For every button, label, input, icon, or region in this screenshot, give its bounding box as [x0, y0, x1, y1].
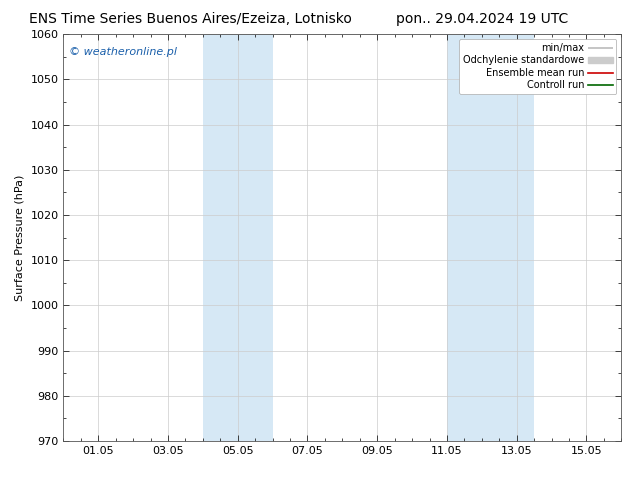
- Text: ENS Time Series Buenos Aires/Ezeiza, Lotnisko: ENS Time Series Buenos Aires/Ezeiza, Lot…: [29, 12, 352, 26]
- Bar: [203, 34, 273, 441]
- Text: © weatheronline.pl: © weatheronline.pl: [69, 47, 177, 56]
- Y-axis label: Surface Pressure (hPa): Surface Pressure (hPa): [15, 174, 25, 301]
- Legend: min/max, Odchylenie standardowe, Ensemble mean run, Controll run: min/max, Odchylenie standardowe, Ensembl…: [459, 39, 616, 94]
- Text: pon.. 29.04.2024 19 UTC: pon.. 29.04.2024 19 UTC: [396, 12, 568, 26]
- Bar: [447, 34, 534, 441]
